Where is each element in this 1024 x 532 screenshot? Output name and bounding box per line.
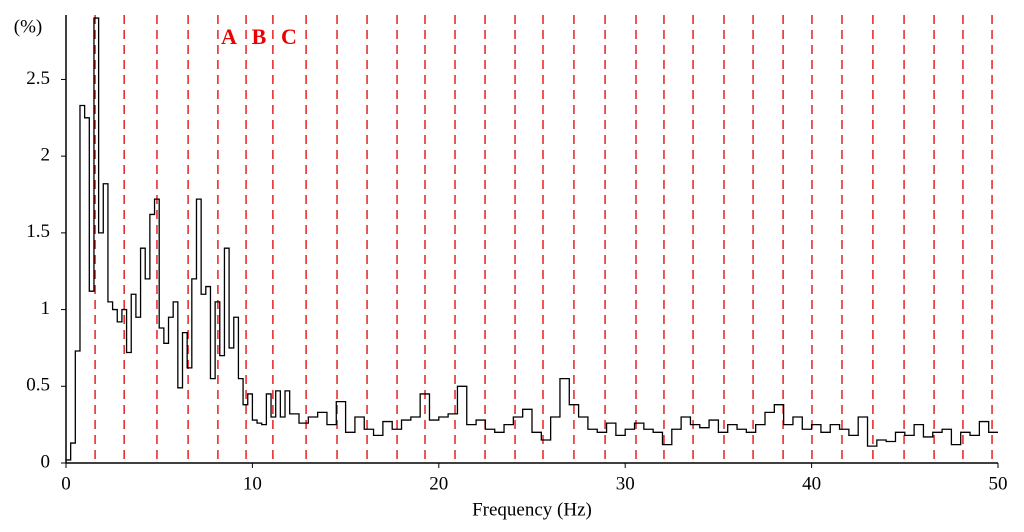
y-tick-label: 0 (41, 451, 51, 472)
x-tick-label: 40 (802, 473, 821, 494)
annotation: A (221, 24, 237, 49)
annotation: B (252, 24, 267, 49)
y-tick-label: 0.5 (26, 375, 50, 396)
y-tick-label: 2 (41, 145, 51, 166)
x-axis-label: Frequency (Hz) (472, 499, 592, 520)
x-tick-label: 0 (61, 473, 71, 494)
y-tick-label: 2.5 (26, 68, 50, 89)
spectrum-line (66, 17, 998, 461)
y-tick-label: 1.5 (26, 221, 50, 242)
x-tick-label: 50 (989, 473, 1008, 494)
y-tick-label: 1 (41, 298, 51, 319)
x-tick-label: 20 (429, 473, 448, 494)
y-axis-label: (%) (14, 16, 42, 37)
annotation: C (281, 24, 297, 49)
x-tick-label: 30 (616, 473, 635, 494)
x-tick-label: 10 (243, 473, 262, 494)
